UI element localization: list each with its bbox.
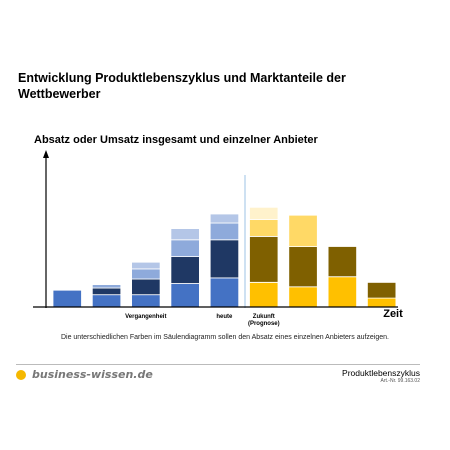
footer-divider [16, 364, 420, 365]
bar-4-segment-1 [170, 283, 200, 308]
bar-7-segment-2 [288, 246, 318, 288]
bar-9-segment-1 [366, 297, 397, 308]
axes [33, 150, 398, 308]
bar-3-segment-4 [131, 261, 161, 270]
bar-8-segment-1 [327, 276, 358, 308]
bar-5-segment-1 [209, 277, 240, 308]
footer-info: Produktlebenszyklus Art.-Nr. 99.163.02 [342, 368, 420, 384]
bar-1-segment-1 [52, 289, 82, 308]
chart-title: Absatz oder Umsatz insgesamt und einzeln… [34, 134, 318, 146]
bar-6-segment-3 [249, 219, 279, 237]
bar-9-segment-2 [366, 281, 397, 299]
bar-3-segment-1 [131, 294, 161, 308]
period-label-3: Zukunft [253, 314, 275, 320]
bar-7-segment-1 [288, 286, 318, 308]
brand-name: business-wissen.de [32, 368, 153, 381]
chart-caption: Die unterschiedlichen Farben im Säulendi… [60, 334, 390, 341]
bar-4-segment-4 [170, 228, 200, 241]
footer-title: Produktlebenszyklus [342, 368, 420, 378]
bar-2-segment-2 [91, 287, 122, 296]
period-sublabel-3: (Prognose) [248, 321, 280, 327]
bar-6-segment-4 [249, 206, 279, 221]
bar-6-segment-2 [249, 235, 279, 283]
y-axis-arrow [43, 150, 49, 158]
slide-title: Entwicklung Produktlebenszyklus und Mark… [18, 71, 346, 101]
bar-5-segment-2 [209, 239, 240, 279]
bar-5-segment-3 [209, 222, 240, 241]
brand-dot-icon [16, 369, 26, 380]
period-label-1: Vergangenheit [125, 314, 166, 320]
x-axis-label: Zeit [383, 308, 403, 320]
bar-6-segment-1 [249, 281, 279, 308]
bar-2-segment-3 [91, 284, 122, 289]
bar-5-segment-4 [209, 213, 240, 224]
period-label-2: heute [216, 314, 233, 320]
period-labels: Vergangenheit heute Zukunft(Prognose) [125, 314, 280, 327]
bar-2-segment-1 [91, 294, 122, 308]
bar-3-segment-2 [131, 278, 161, 296]
bar-8-segment-2 [327, 246, 358, 278]
bar-4-segment-3 [170, 239, 200, 258]
brand-logo: business-wissen.de [16, 368, 153, 381]
bar-3-segment-3 [131, 268, 161, 280]
bars-layer [52, 206, 397, 308]
bar-4-segment-2 [170, 256, 200, 284]
stacked-bar-chart: Vergangenheit heute Zukunft(Prognose) Zeit [33, 150, 403, 327]
footer-article-number: Art.-Nr. 99.163.02 [380, 378, 420, 384]
bar-7-segment-3 [288, 214, 318, 247]
